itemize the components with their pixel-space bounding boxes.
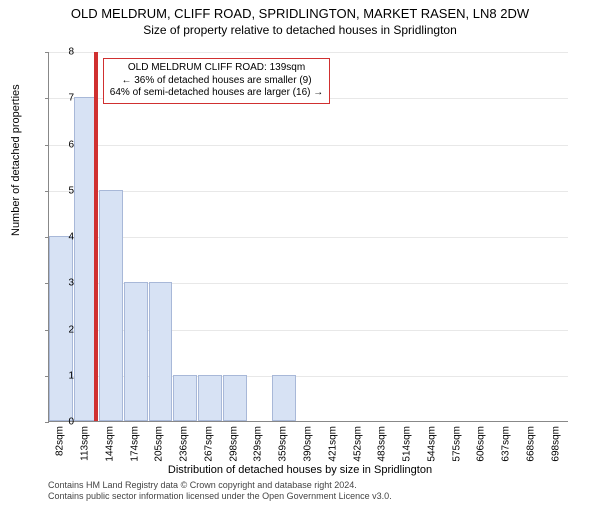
chart-subtitle: Size of property relative to detached ho… [0, 23, 600, 37]
histogram-bar [272, 375, 296, 421]
y-tick [45, 98, 49, 99]
plot-area-wrap: OLD MELDRUM CLIFF ROAD: 139sqm← 36% of d… [48, 52, 568, 422]
y-tick [45, 283, 49, 284]
y-tick-label: 0 [68, 417, 74, 428]
footer-text: Contains HM Land Registry data © Crown c… [48, 480, 392, 503]
y-tick [45, 52, 49, 53]
x-tick-label: 483sqm [377, 426, 388, 462]
x-tick-label: 174sqm [129, 426, 140, 462]
y-tick [45, 237, 49, 238]
y-tick-label: 4 [68, 232, 74, 243]
x-tick-label: 575sqm [451, 426, 462, 462]
histogram-bar [124, 282, 148, 421]
histogram-bar [198, 375, 222, 421]
y-tick [45, 145, 49, 146]
chart-title: OLD MELDRUM, CLIFF ROAD, SPRIDLINGTON, M… [0, 6, 600, 21]
x-tick-label: 298sqm [228, 426, 239, 462]
annotation-line: OLD MELDRUM CLIFF ROAD: 139sqm [110, 62, 323, 75]
chart-container: OLD MELDRUM, CLIFF ROAD, SPRIDLINGTON, M… [0, 6, 600, 506]
footer-line-1: Contains HM Land Registry data © Crown c… [48, 480, 392, 491]
gridline [49, 52, 568, 53]
x-tick-label: 452sqm [352, 426, 363, 462]
y-tick-label: 8 [68, 47, 74, 58]
x-tick-label: 236sqm [179, 426, 190, 462]
x-tick-label: 390sqm [303, 426, 314, 462]
x-tick-label: 544sqm [426, 426, 437, 462]
x-tick-label: 606sqm [476, 426, 487, 462]
x-tick-label: 421sqm [327, 426, 338, 462]
x-axis-label: Distribution of detached houses by size … [0, 464, 600, 476]
x-tick-label: 668sqm [525, 426, 536, 462]
x-tick-label: 514sqm [402, 426, 413, 462]
gridline [49, 191, 568, 192]
y-tick-label: 6 [68, 139, 74, 150]
annotation-line: 64% of semi-detached houses are larger (… [110, 87, 323, 100]
y-tick [45, 330, 49, 331]
y-tick-label: 5 [68, 185, 74, 196]
footer-line-2: Contains public sector information licen… [48, 491, 392, 502]
y-tick [45, 422, 49, 423]
x-tick-label: 205sqm [154, 426, 165, 462]
histogram-bar [99, 190, 123, 421]
y-tick-label: 2 [68, 324, 74, 335]
y-axis-label: Number of detached properties [10, 84, 22, 236]
y-tick [45, 191, 49, 192]
x-tick-label: 82sqm [55, 426, 66, 456]
property-marker-line [96, 52, 98, 421]
histogram-bar [149, 282, 173, 421]
histogram-bar [173, 375, 197, 421]
y-tick-label: 1 [68, 370, 74, 381]
x-tick-label: 329sqm [253, 426, 264, 462]
y-tick [45, 376, 49, 377]
x-tick-label: 698sqm [550, 426, 561, 462]
x-tick-label: 267sqm [203, 426, 214, 462]
gridline [49, 145, 568, 146]
histogram-bar [223, 375, 247, 421]
x-tick-label: 637sqm [501, 426, 512, 462]
y-tick-label: 7 [68, 93, 74, 104]
annotation-box: OLD MELDRUM CLIFF ROAD: 139sqm← 36% of d… [103, 58, 330, 104]
x-tick-label: 359sqm [278, 426, 289, 462]
annotation-line: ← 36% of detached houses are smaller (9) [110, 75, 323, 88]
x-tick-label: 144sqm [104, 426, 115, 462]
y-tick-label: 3 [68, 278, 74, 289]
plot-area: OLD MELDRUM CLIFF ROAD: 139sqm← 36% of d… [48, 52, 568, 422]
gridline [49, 237, 568, 238]
x-tick-label: 113sqm [80, 426, 91, 461]
